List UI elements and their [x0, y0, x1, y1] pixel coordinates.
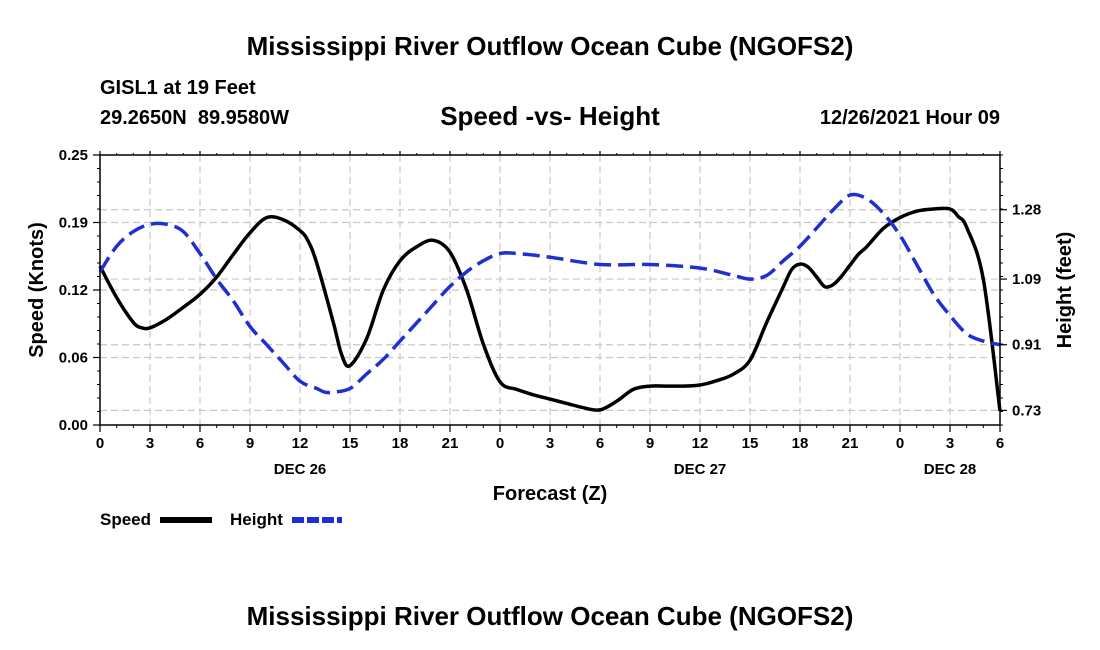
y-left-tick-label: 0.25	[59, 147, 88, 164]
chart-title: Mississippi River Outflow Ocean Cube (NG…	[247, 31, 854, 61]
x-tick-label: 15	[342, 435, 359, 452]
y-left-tick-label: 0.00	[59, 417, 88, 434]
chart-subtitle: Speed -vs- Height	[440, 101, 660, 131]
x-tick-label: 12	[692, 435, 709, 452]
x-tick-label: 18	[392, 435, 409, 452]
x-tick-label: 18	[792, 435, 809, 452]
x-tick-label: 3	[946, 435, 954, 452]
footer-title: Mississippi River Outflow Ocean Cube (NG…	[247, 601, 854, 631]
day-label: DEC 27	[674, 461, 727, 478]
axes: 0 3 6 9 12 15 18 21 0 3 6 9 12 15 18 21 0 3 6 DEC 26 DEC 27 D…	[59, 147, 1041, 478]
location-label: 29.2650N 89.9580W	[100, 107, 289, 129]
x-axis-label: Forecast (Z)	[493, 483, 607, 505]
series-group	[98, 192, 1002, 412]
y-right-tick-label: 1.09	[1012, 271, 1041, 288]
y-axis-label-left: Speed (Knots)	[26, 222, 48, 358]
x-tick-label: 6	[196, 435, 204, 452]
day-label: DEC 26	[274, 461, 327, 478]
x-tick-label: 0	[496, 435, 504, 452]
legend-label-height: Height	[230, 510, 283, 529]
x-tick-label: 15	[742, 435, 759, 452]
x-tick-label: 3	[546, 435, 554, 452]
y-right-tick-label: 1.28	[1012, 202, 1041, 219]
legend-label-speed: Speed	[100, 510, 151, 529]
x-tick-label: 6	[596, 435, 604, 452]
y-left-tick-label: 0.06	[59, 350, 88, 367]
x-tick-label: 9	[246, 435, 254, 452]
x-tick-label: 6	[996, 435, 1004, 452]
x-tick-label: 0	[896, 435, 904, 452]
y-left-tick-label: 0.12	[59, 282, 88, 299]
x-tick-label: 12	[292, 435, 309, 452]
y-right-tick-label: 0.73	[1012, 402, 1041, 419]
grid	[100, 155, 1000, 425]
x-tick-label: 3	[146, 435, 154, 452]
x-tick-label: 9	[646, 435, 654, 452]
legend: Speed Height	[100, 510, 342, 529]
y-right-tick-label: 0.91	[1012, 337, 1041, 354]
x-tick-label: 0	[96, 435, 104, 452]
y-left-tick-label: 0.19	[59, 215, 88, 232]
day-label: DEC 28	[924, 461, 977, 478]
station-label: GISL1 at 19 Feet	[100, 77, 256, 99]
x-tick-label: 21	[442, 435, 459, 452]
y-axis-label-right: Height (feet)	[1054, 232, 1076, 349]
series-line-speed	[98, 206, 1002, 412]
x-tick-label: 21	[842, 435, 859, 452]
datetime-label: 12/26/2021 Hour 09	[820, 107, 1000, 129]
